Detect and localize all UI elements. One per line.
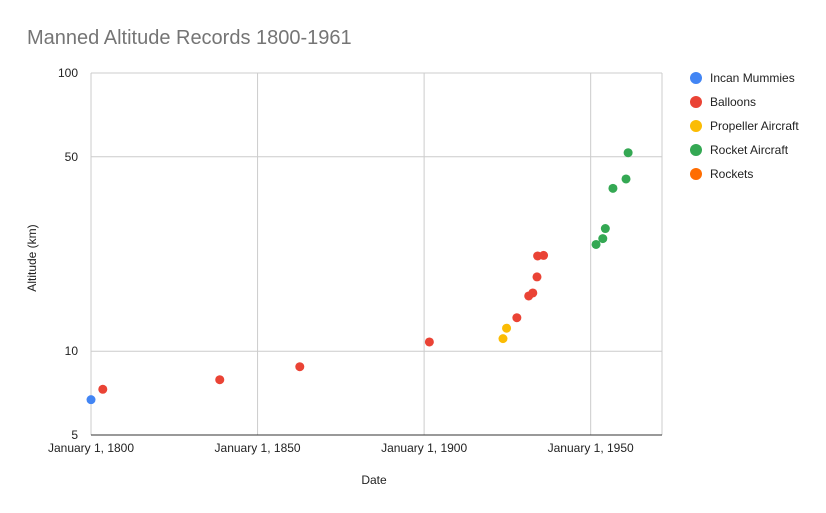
points-layer	[86, 148, 633, 405]
x-tick-label: January 1, 1900	[381, 441, 467, 455]
data-point-rocket-aircraft	[621, 174, 631, 184]
data-point-propeller-aircraft	[498, 334, 508, 344]
legend-label: Propeller Aircraft	[710, 119, 799, 133]
legend-swatch	[690, 72, 702, 84]
axis-layer: Date Altitude (km) January 1, 1800 Januar…	[25, 66, 634, 487]
data-point-balloons	[539, 250, 549, 260]
data-point-balloons	[295, 362, 305, 372]
y-axis-title: Altitude (km)	[25, 224, 39, 291]
data-point-rocket-aircraft	[598, 234, 608, 244]
data-point-balloons	[215, 375, 225, 385]
data-point-balloons	[532, 272, 542, 282]
data-point-rocket-aircraft	[623, 148, 633, 158]
data-point-incan-mummies	[86, 395, 96, 405]
data-point-balloons	[512, 313, 522, 323]
legend-swatch	[690, 120, 702, 132]
y-tick-label: 10	[65, 344, 79, 358]
legend-label: Rockets	[710, 167, 754, 181]
y-tick-label: 50	[65, 150, 79, 164]
legend-swatch	[690, 144, 702, 156]
legend-label: Incan Mummies	[710, 71, 795, 85]
data-point-balloons	[528, 288, 538, 298]
legend-label: Rocket Aircraft	[710, 143, 789, 157]
y-tick-label: 100	[58, 66, 78, 80]
data-point-propeller-aircraft	[502, 323, 512, 333]
legend-item-rockets: Rockets	[690, 162, 820, 186]
data-point-rocket-aircraft	[608, 183, 618, 193]
legend-item-incan-mummies: Incan Mummies	[690, 66, 820, 90]
chart-title: Manned Altitude Records 1800-1961	[27, 27, 352, 49]
data-point-balloons	[424, 337, 434, 347]
legend-swatch	[690, 96, 702, 108]
x-tick-label: January 1, 1800	[48, 441, 134, 455]
legend-item-propeller-aircraft: Propeller Aircraft	[690, 114, 820, 138]
data-point-balloons	[98, 384, 108, 394]
legend-item-balloons: Balloons	[690, 90, 820, 114]
x-tick-label: January 1, 1950	[548, 441, 634, 455]
chart-legend: Incan Mummies Balloons Propeller Aircraft R…	[690, 66, 820, 186]
data-point-rocket-aircraft	[591, 239, 601, 249]
data-point-rocket-aircraft	[600, 224, 610, 234]
legend-swatch	[690, 168, 702, 180]
grid-layer	[90, 72, 663, 436]
legend-label: Balloons	[710, 95, 757, 109]
legend-item-rocket-aircraft: Rocket Aircraft	[690, 138, 820, 162]
y-tick-label: 5	[71, 428, 78, 442]
x-tick-label: January 1, 1850	[215, 441, 301, 455]
x-axis-title: Date	[361, 473, 387, 487]
